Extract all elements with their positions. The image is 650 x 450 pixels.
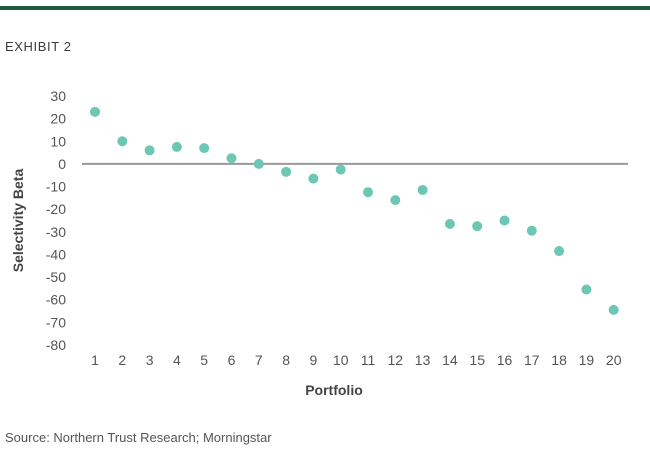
y-tick-label: -30 <box>46 224 66 240</box>
x-tick-label: 4 <box>173 352 181 368</box>
x-axis-label: Portfolio <box>305 382 363 398</box>
x-tick-label: 2 <box>118 352 126 368</box>
data-point <box>144 145 155 156</box>
x-tick-label: 3 <box>146 352 154 368</box>
x-tick-label: 8 <box>282 352 290 368</box>
x-tick-label: 11 <box>361 352 376 368</box>
data-point <box>526 225 537 236</box>
x-tick-label: 16 <box>497 352 513 368</box>
data-point <box>554 246 565 257</box>
data-point <box>308 173 319 184</box>
y-tick-label: -50 <box>46 269 66 285</box>
data-points <box>90 106 619 315</box>
source-note: Source: Northern Trust Research; Morning… <box>5 430 272 445</box>
x-tick-label: 14 <box>442 352 458 368</box>
x-tick-label: 19 <box>579 352 595 368</box>
data-point <box>335 164 346 175</box>
data-point <box>499 215 510 226</box>
y-tick-label: 10 <box>50 133 66 149</box>
x-tick-label: 18 <box>551 352 567 368</box>
y-tick-label: -70 <box>46 314 66 330</box>
y-tick-label: -20 <box>46 201 66 217</box>
brand-top-bar <box>0 6 650 10</box>
y-axis-label: Selectivity Beta <box>10 169 26 273</box>
data-point <box>117 136 128 147</box>
x-tick-label: 5 <box>200 352 208 368</box>
data-point <box>171 141 182 152</box>
data-point <box>390 195 401 206</box>
data-point <box>608 304 619 315</box>
x-tick-label: 17 <box>524 352 540 368</box>
data-point <box>417 184 428 195</box>
data-point <box>199 143 210 154</box>
data-point <box>363 187 373 198</box>
x-tick-label: 1 <box>91 352 99 368</box>
x-axis-ticks: 1 2 3 4 5 6 7 8 9 10 11 12 13 14 15 16 17 18 19 20 <box>91 352 622 368</box>
exhibit-label: EXHIBIT 2 <box>5 39 72 54</box>
data-point <box>90 106 100 117</box>
y-tick-label: -10 <box>46 179 66 195</box>
x-tick-label: 9 <box>310 352 318 368</box>
x-tick-label: 12 <box>388 352 404 368</box>
x-tick-label: 10 <box>333 352 349 368</box>
y-tick-label: -80 <box>46 337 66 353</box>
x-tick-label: 15 <box>469 352 485 368</box>
y-tick-label: -40 <box>46 246 66 262</box>
data-point <box>281 166 292 177</box>
y-tick-label: 20 <box>50 111 66 127</box>
x-tick-label: 6 <box>228 352 236 368</box>
x-tick-label: 13 <box>415 352 431 368</box>
y-tick-label: -60 <box>46 292 66 308</box>
x-tick-label: 7 <box>255 352 263 368</box>
y-tick-label: 0 <box>58 156 66 172</box>
data-point <box>581 284 592 295</box>
data-point <box>226 153 237 164</box>
data-point <box>253 158 264 169</box>
x-tick-label: 20 <box>606 352 622 368</box>
y-axis-ticks: 30 20 10 0 -10 -20 -30 -40 -50 -60 -70 -80 <box>46 88 66 353</box>
y-tick-label: 30 <box>50 88 66 104</box>
data-point <box>444 218 455 229</box>
data-point <box>472 221 483 232</box>
